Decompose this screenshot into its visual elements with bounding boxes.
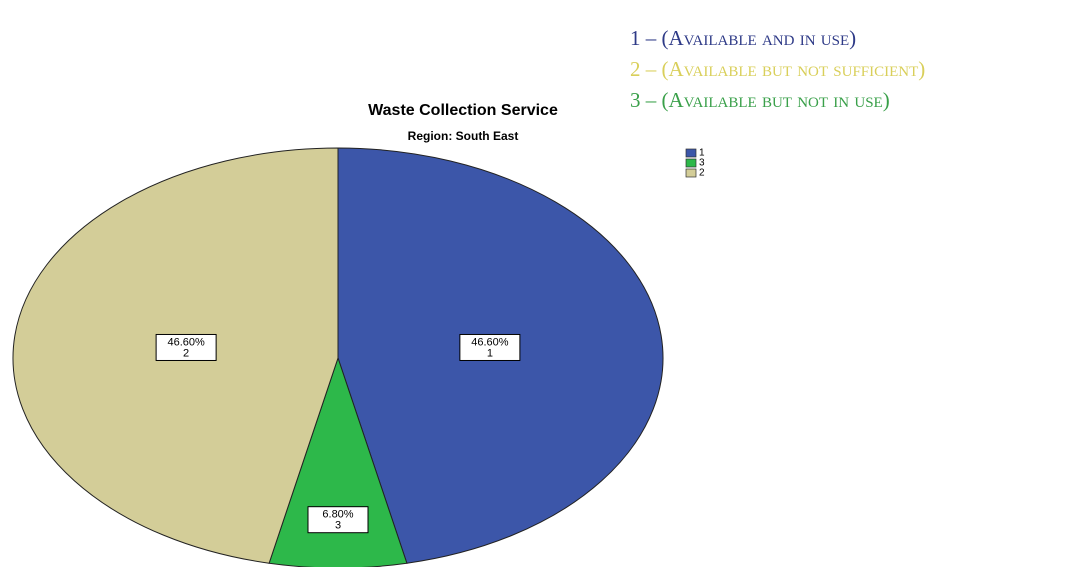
legend-swatch	[685, 158, 697, 168]
value-label-box	[459, 333, 521, 361]
value-label-category: 3	[335, 520, 341, 532]
annotation: 3 – (Available but not in use)	[630, 88, 890, 112]
value-label: 46.60%	[471, 336, 509, 348]
value-label-category: 1	[487, 347, 493, 359]
value-label-box	[307, 506, 369, 534]
annotation: 2 – (Available but not sufficient)	[630, 57, 925, 81]
chart-title: Waste Collection Service	[368, 102, 558, 119]
pie-slice	[268, 356, 408, 567]
legend-label: 3	[699, 158, 705, 169]
value-label: 46.60%	[167, 336, 205, 348]
legend-label: 1	[699, 148, 705, 159]
annotation: 1 – (Available and in use)	[630, 26, 856, 50]
chart-subtitle: Region: South East	[408, 129, 519, 143]
legend-swatch	[685, 148, 697, 158]
legend-swatch	[685, 168, 697, 178]
value-label-box	[155, 333, 217, 361]
value-label-category: 2	[183, 347, 189, 359]
value-label: 6.80%	[322, 509, 353, 521]
legend-label: 2	[699, 168, 705, 179]
